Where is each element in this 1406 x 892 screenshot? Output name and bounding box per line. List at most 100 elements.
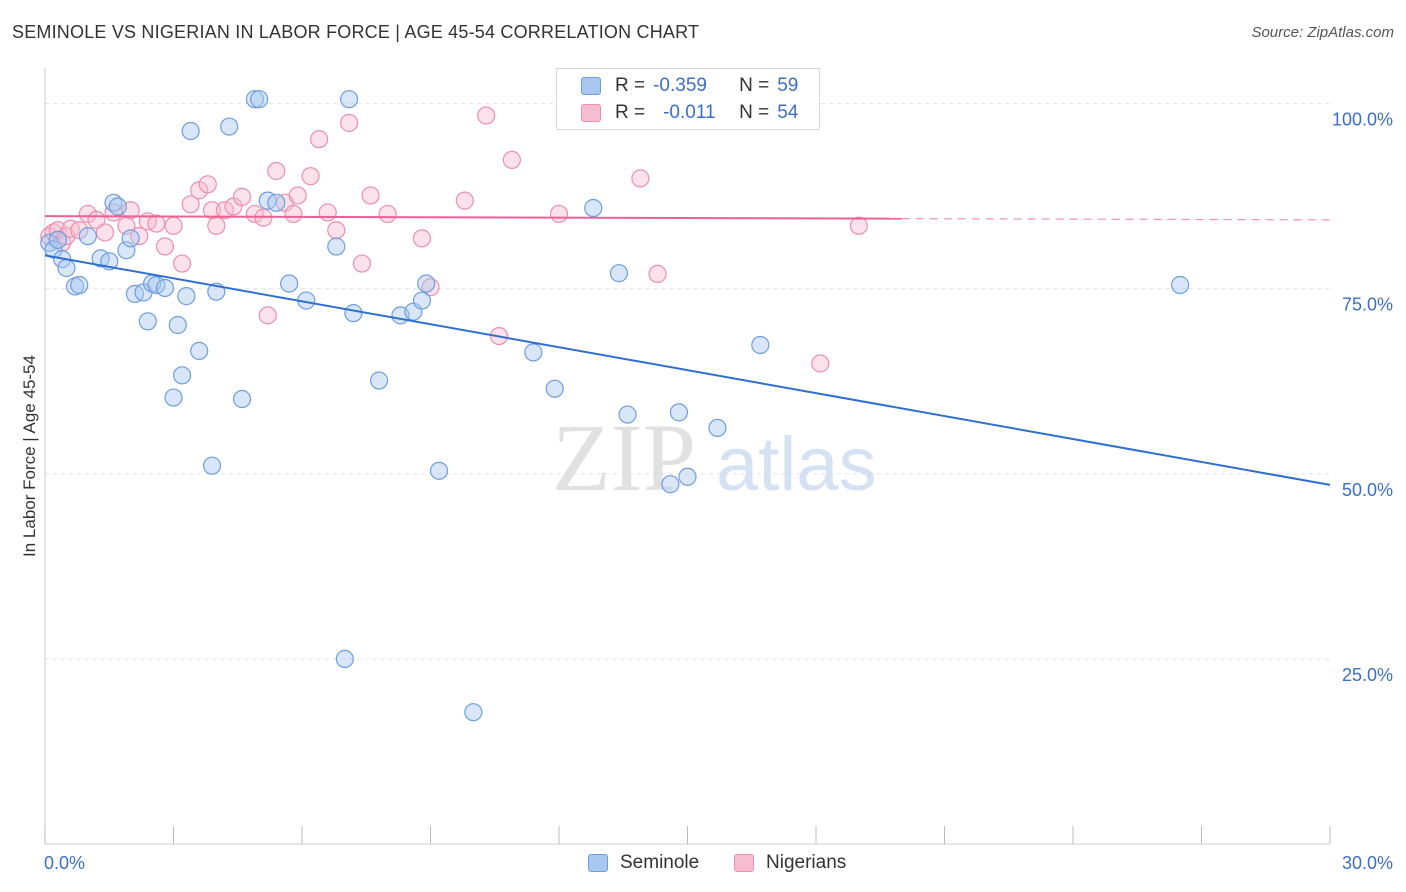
legend-label-seminole: Seminole — [620, 852, 700, 873]
y-tick-label: 100.0% — [1332, 110, 1393, 130]
seminole-point — [117, 241, 136, 260]
seminole-swatch — [588, 854, 608, 872]
seminole-point — [524, 343, 543, 362]
seminole-point — [57, 258, 76, 278]
seminole-point — [429, 461, 449, 480]
seminole-point — [661, 475, 680, 494]
nigerian-point — [181, 195, 200, 214]
nigerian-point — [849, 216, 868, 235]
seminole-point — [335, 649, 354, 669]
seminole-point — [751, 335, 770, 355]
nigerian-point — [412, 229, 432, 248]
y-tick-label: 25.0% — [1342, 665, 1393, 685]
nigerian-point — [301, 167, 320, 186]
x-tick-label: 0.0% — [44, 853, 85, 873]
nigerian-trend-line — [44, 215, 902, 220]
nigerian-point — [378, 204, 397, 224]
seminole-point — [164, 388, 183, 407]
r-label: R = — [615, 102, 646, 123]
seminole-point — [327, 237, 346, 256]
nigerian-point — [340, 113, 359, 132]
nigerian-point — [198, 175, 217, 194]
seminole-point — [412, 291, 432, 310]
nigerian-point — [352, 254, 372, 273]
legend-row-seminole: R = -0.359 N = 59 — [581, 73, 798, 99]
legend-label-nigerians: Nigerians — [766, 852, 847, 873]
x-tick-labels: 0.0% 30.0% — [44, 853, 1393, 873]
seminole-point — [1170, 275, 1190, 295]
nigerian-trend-extension — [901, 218, 1331, 221]
trend-lines — [44, 215, 1331, 486]
nigerian-point — [155, 237, 175, 256]
nigerian-point — [310, 130, 329, 149]
nigerian-point — [631, 169, 650, 188]
legend-item-seminole: Seminole — [588, 852, 699, 874]
chart-title: SEMINOLE VS NIGERIAN IN LABOR FORCE | AG… — [12, 22, 700, 42]
watermark-atlas: atlas — [716, 422, 877, 507]
grid-lines — [45, 103, 1330, 660]
seminole-point — [108, 197, 127, 216]
nigerian-point — [288, 186, 307, 205]
source-label: Source: ZipAtlas.com — [1251, 24, 1394, 41]
seminole-point — [172, 366, 192, 385]
seminole-point — [417, 274, 436, 293]
seminole-point — [177, 287, 196, 306]
seminole-point — [344, 304, 363, 323]
seminole-point — [267, 193, 286, 212]
seminole-swatch — [581, 77, 601, 95]
n-label: N = — [739, 102, 770, 123]
n-label: N = — [739, 75, 770, 96]
nigerian-point — [455, 191, 474, 210]
nigerian-point — [648, 264, 667, 284]
nigerian-point — [477, 106, 496, 125]
seminole-point — [232, 389, 252, 409]
seminole-point — [370, 371, 389, 390]
seminole-point — [708, 418, 727, 438]
y-tick-labels: 25.0% 50.0% 75.0% 100.0% — [1332, 110, 1393, 685]
nigerian-point — [207, 216, 226, 235]
nigerian-point — [95, 223, 115, 242]
n-value: 59 — [777, 75, 799, 96]
nigerian-point — [172, 254, 192, 273]
seminole-point — [250, 90, 269, 109]
nigerian-point — [811, 354, 830, 373]
nigerian-point — [232, 187, 252, 207]
seminole-point — [669, 403, 689, 422]
r-value: -0.011 — [663, 102, 716, 123]
seminole-point — [280, 274, 299, 293]
nigerian-point — [502, 150, 521, 169]
n-value: 54 — [777, 102, 799, 123]
seminole-point — [609, 264, 629, 283]
series-legend: Seminole Nigerians — [0, 852, 1406, 876]
seminole-point — [181, 121, 200, 141]
seminole-point — [168, 315, 187, 335]
nigerian-point — [164, 216, 183, 235]
r-value: -0.359 — [653, 75, 707, 96]
nigerian-points — [40, 92, 868, 373]
seminole-point — [48, 230, 67, 249]
x-tick-label: 30.0% — [1342, 853, 1393, 873]
seminole-point — [155, 278, 175, 298]
correlation-legend: R = -0.359 N = 59 R = -0.011 N = 54 — [556, 68, 820, 130]
seminole-point — [464, 703, 483, 722]
nigerian-point — [361, 186, 380, 205]
nigerian-point — [267, 161, 286, 181]
nigerian-point — [284, 204, 303, 224]
nigerian-point — [327, 221, 346, 240]
nigerian-point — [318, 203, 337, 222]
nigerian-point — [258, 306, 277, 325]
seminole-point — [618, 405, 637, 424]
seminole-point — [584, 198, 603, 218]
nigerian-swatch — [734, 854, 754, 872]
seminole-point — [245, 90, 264, 109]
nigerian-point — [549, 204, 569, 224]
axes — [44, 68, 1331, 845]
y-tick-label: 75.0% — [1342, 295, 1393, 315]
seminole-point — [121, 229, 140, 248]
seminole-point — [70, 275, 89, 295]
seminole-point — [190, 341, 209, 361]
legend-row-nigerians: R = -0.011 N = 54 — [581, 100, 798, 126]
seminole-point — [545, 379, 564, 398]
seminole-point — [78, 227, 97, 246]
